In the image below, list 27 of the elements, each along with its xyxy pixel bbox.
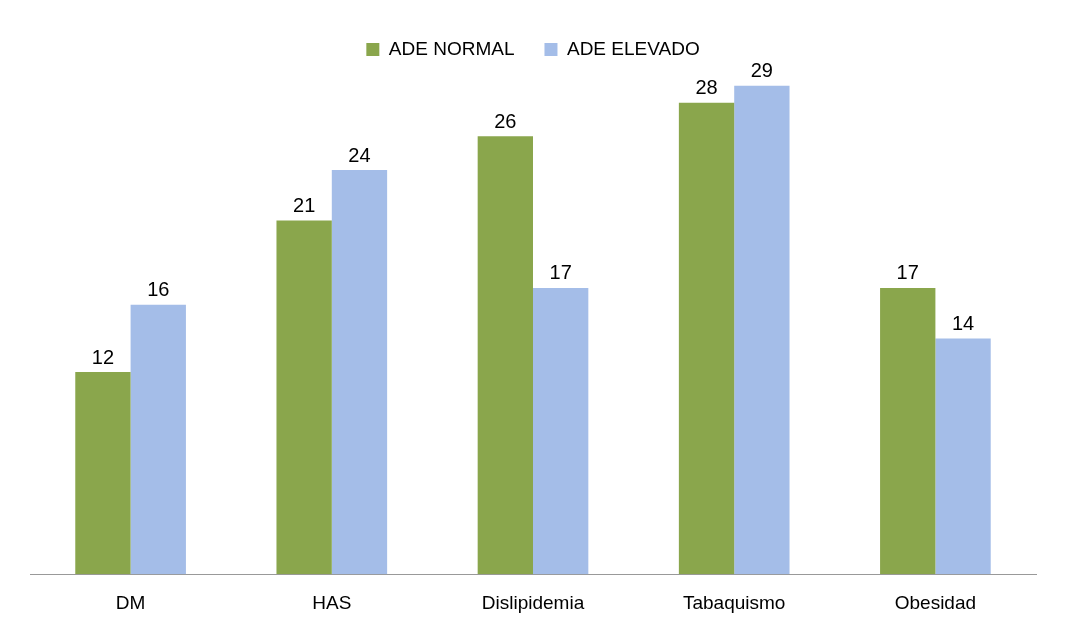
bar xyxy=(276,220,332,575)
data-label: 24 xyxy=(348,143,371,166)
x-tick-label: Tabaquismo xyxy=(682,591,786,613)
data-label: 28 xyxy=(695,76,718,99)
data-label: 17 xyxy=(549,261,572,284)
x-tick-label: DM xyxy=(115,591,146,613)
bar xyxy=(678,102,735,575)
data-label: 17 xyxy=(896,261,919,284)
x-tick-label: Dislipidemia xyxy=(481,591,585,613)
data-label: 26 xyxy=(494,109,517,132)
x-tick-label: Obesidad xyxy=(894,591,977,613)
bar xyxy=(935,338,991,575)
bar xyxy=(75,372,131,575)
data-label: 14 xyxy=(951,311,975,334)
data-label: 21 xyxy=(293,194,316,217)
data-label: 29 xyxy=(750,59,773,82)
legend-label: ADE NORMAL xyxy=(388,37,515,59)
bar xyxy=(331,170,388,575)
legend-label: ADE ELEVADO xyxy=(566,37,700,59)
bar xyxy=(130,304,186,575)
data-label: 12 xyxy=(91,345,115,368)
bar xyxy=(880,287,936,575)
x-tick-label: HAS xyxy=(312,591,352,613)
bar xyxy=(477,136,533,575)
bar xyxy=(533,287,589,575)
data-label: 16 xyxy=(147,278,170,301)
bar xyxy=(734,85,790,575)
